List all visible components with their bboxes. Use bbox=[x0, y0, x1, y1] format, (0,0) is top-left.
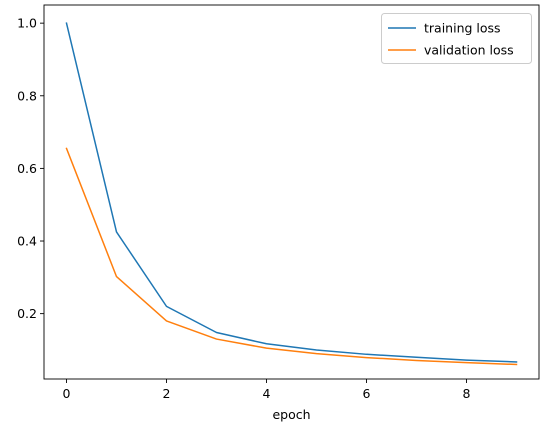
series-line-validation-loss bbox=[65, 147, 518, 366]
y-tick-label: 0.6 bbox=[17, 161, 37, 176]
x-tick-label: 2 bbox=[163, 386, 171, 401]
x-tick-label: 0 bbox=[63, 386, 71, 401]
x-tick-label: 8 bbox=[463, 386, 471, 401]
y-axis: 0.2 0.4 0.6 0.8 1.0 bbox=[17, 16, 44, 321]
y-tick-label: 0.8 bbox=[17, 88, 37, 103]
legend-box bbox=[381, 13, 532, 64]
x-axis-label: epoch bbox=[272, 407, 310, 422]
plot-frame bbox=[43, 4, 540, 380]
x-tick-label: 6 bbox=[363, 386, 371, 401]
series-layer bbox=[65, 22, 518, 366]
legend: training loss validation loss bbox=[381, 13, 532, 64]
y-tick-label: 0.2 bbox=[17, 306, 37, 321]
y-tick-label: 0.4 bbox=[17, 234, 37, 249]
y-tick-label: 1.0 bbox=[17, 16, 37, 31]
legend-label-training-loss: training loss bbox=[424, 21, 501, 36]
x-axis: 0 2 4 6 8 bbox=[63, 379, 471, 401]
plot-area bbox=[44, 5, 539, 379]
legend-label-validation-loss: validation loss bbox=[424, 43, 514, 58]
x-tick-label: 4 bbox=[263, 386, 271, 401]
series-line-training-loss bbox=[65, 22, 518, 363]
